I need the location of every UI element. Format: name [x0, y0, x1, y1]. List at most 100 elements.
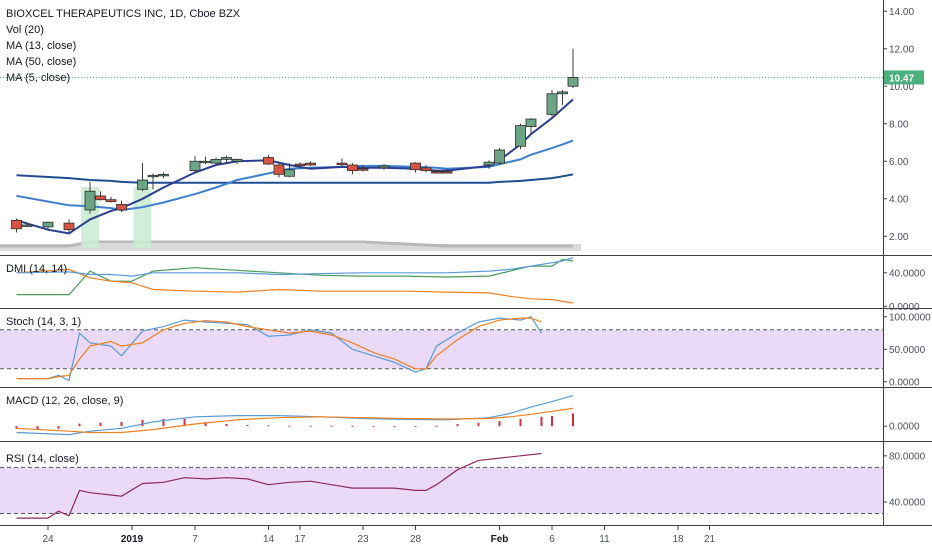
- candle-down: [431, 171, 442, 174]
- macd-histogram-bar: [477, 422, 480, 427]
- volume-spike: [133, 187, 152, 248]
- chart-marks: 10.47: [0, 48, 924, 519]
- candle-down: [116, 203, 127, 211]
- ma50-line: [16, 173, 574, 184]
- x-tick-label: 17: [294, 534, 306, 545]
- macd-histogram-bar: [15, 426, 18, 429]
- last-price-tag: [884, 70, 924, 85]
- ma5-line: [16, 98, 574, 235]
- y-tick-label: 6.00: [889, 157, 909, 168]
- x-tick-label: 7: [192, 534, 198, 545]
- indicator-ma50: MA (50, close): [6, 56, 76, 68]
- macd-histogram-bar: [414, 426, 417, 428]
- candle-up: [284, 169, 295, 177]
- macd-histogram-bar: [204, 421, 207, 427]
- macd-histogram-bar: [36, 426, 39, 430]
- indicator-ma13: MA (13, close): [6, 40, 76, 52]
- x-tick-label: 18: [672, 534, 684, 545]
- y-tick-label: 12.00: [889, 44, 914, 55]
- candle-up: [84, 190, 96, 211]
- overbought-oversold-band: [0, 467, 883, 514]
- y-tick-label: 4.00: [889, 194, 909, 205]
- candle-down: [294, 163, 306, 166]
- macd-histogram-bar: [78, 423, 81, 427]
- candle-up: [210, 158, 222, 164]
- candle-down: [263, 157, 274, 165]
- macd-histogram-bar: [435, 425, 438, 427]
- candle-down: [305, 162, 316, 166]
- y-tick-label: 100.0000: [889, 312, 931, 323]
- macd-histogram-bar: [225, 424, 228, 427]
- candle-down: [347, 164, 358, 172]
- chart-labels: BIOXCEL THERAPEUTICS INC, 1D, Cboe BZX V…: [6, 8, 241, 465]
- x-tick-label: Feb: [491, 534, 509, 545]
- candle-down: [420, 167, 432, 172]
- y-tick-label: 80.0000: [889, 451, 926, 462]
- macd-histogram-bar: [162, 418, 165, 427]
- candle-down: [441, 171, 453, 174]
- candle-up: [221, 157, 232, 160]
- rsi-title: RSI (14, close): [6, 453, 79, 465]
- candle-up: [231, 158, 243, 162]
- macd-histogram-bar: [540, 416, 543, 427]
- macd-histogram-bar: [551, 415, 553, 427]
- candle-up: [42, 221, 54, 228]
- y-tick-label: 0.0000: [889, 377, 920, 388]
- stoch_d-line: [16, 317, 542, 380]
- candle-up: [200, 160, 211, 164]
- candle-up: [21, 224, 33, 227]
- macd-histogram-bar: [99, 422, 102, 427]
- x-tick-label: 21: [704, 534, 716, 545]
- y-tick-label: 14.00: [889, 7, 914, 18]
- y-tick-label: 2.00: [889, 232, 909, 243]
- rsi-line: [16, 452, 542, 519]
- candle-up: [546, 93, 558, 115]
- candle-up: [189, 160, 201, 172]
- candle-up: [494, 149, 505, 164]
- candle-up: [483, 161, 495, 166]
- x-tick-label: 28: [410, 534, 422, 545]
- y-tick-label: 50.0000: [889, 345, 926, 356]
- macd-title: MACD (12, 26, close, 9): [6, 395, 123, 407]
- x-tick-label: 11: [599, 534, 610, 545]
- macd-histogram-bar: [288, 425, 291, 427]
- candle-up: [557, 91, 568, 95]
- y-tick-label: 40.0000: [889, 497, 926, 508]
- candle-up: [525, 118, 537, 127]
- y-tick-label: 40.0000: [889, 268, 926, 279]
- di_plus-line: [16, 258, 574, 296]
- macd-histogram-bar: [267, 425, 270, 427]
- candle-up: [567, 77, 579, 87]
- volume-ma-line: [0, 240, 573, 248]
- candle-down: [357, 168, 369, 171]
- macd-histogram-bar: [498, 421, 501, 427]
- candle-up: [158, 173, 169, 177]
- symbol-title: BIOXCEL THERAPEUTICS INC, 1D, Cboe BZX: [6, 8, 241, 20]
- volume-bars: [0, 244, 581, 251]
- y-tick-label: 10.00: [889, 82, 914, 93]
- x-tick-label: 2019: [121, 534, 144, 545]
- candle-up: [378, 165, 390, 169]
- candle-down: [63, 222, 75, 231]
- y-tick-label: 0.0000: [889, 302, 920, 313]
- candle-up: [515, 125, 526, 147]
- candle-up: [137, 179, 148, 190]
- stoch_k-line: [16, 316, 543, 382]
- candle-down: [105, 199, 117, 202]
- y-tick-label: 0.0000: [889, 422, 920, 433]
- macd-histogram-bar: [57, 426, 60, 429]
- macd-histogram-bar: [519, 418, 522, 427]
- dmi-title: DMI (14, 14): [6, 263, 67, 275]
- macd-histogram-bar: [120, 421, 123, 427]
- di_minus-line: [16, 268, 574, 304]
- macd-histogram-bar: [330, 425, 333, 427]
- macd-histogram-bar: [393, 426, 396, 428]
- macd-histogram-bar: [456, 424, 459, 427]
- macd-histogram-bar: [141, 419, 144, 427]
- macd-histogram-bar: [351, 425, 354, 427]
- macd-histogram-bar: [309, 425, 312, 427]
- indicator-vol: Vol (20): [6, 24, 44, 36]
- candle-down: [273, 164, 285, 175]
